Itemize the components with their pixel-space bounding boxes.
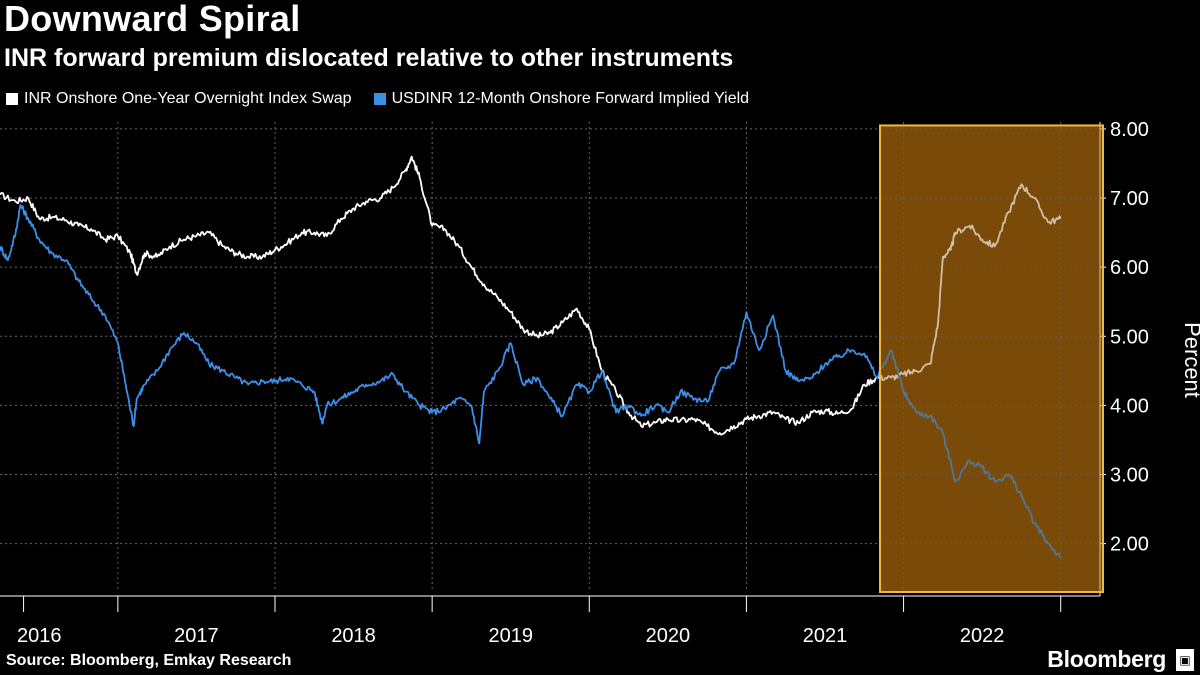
legend-swatch-ois — [6, 93, 18, 105]
x-tick-label: 2017 — [174, 625, 219, 647]
x-tick-label: 2021 — [803, 625, 848, 647]
legend-swatch-forward-yield — [373, 93, 386, 105]
y-tick-label: 8.00 — [1110, 119, 1149, 141]
x-tick-label: 2022 — [960, 625, 1005, 647]
legend: INR Onshore One-Year Overnight Index Swa… — [6, 90, 749, 108]
x-tick-label: 2016 — [17, 625, 62, 647]
y-tick-label: 6.00 — [1110, 257, 1149, 279]
x-tick-label: 2019 — [488, 625, 533, 647]
x-tick-label: 2020 — [646, 625, 691, 647]
brand-logo: Bloomberg — [1047, 646, 1166, 672]
y-tick-label: 4.00 — [1110, 395, 1149, 417]
chart-subtitle: INR forward premium dislocated relative … — [4, 44, 734, 72]
source-note: Source: Bloomberg, Emkay Research — [6, 652, 292, 669]
highlight-region — [880, 125, 1103, 593]
brand-mark-icon: ▣ — [1176, 649, 1194, 671]
y-tick-label: 3.00 — [1110, 465, 1149, 487]
highlight-border — [879, 124, 1104, 594]
y-axis-title: Percent — [1180, 322, 1200, 398]
y-tick-label: 7.00 — [1110, 188, 1149, 210]
legend-item-ois: INR Onshore One-Year Overnight Index Swa… — [6, 90, 352, 108]
legend-label-ois: INR Onshore One-Year Overnight Index Swa… — [24, 90, 352, 107]
highlight-tint — [880, 125, 1103, 593]
series-line-ois — [0, 155, 1062, 436]
chart-title: Downward Spiral — [4, 0, 301, 39]
y-tick-label: 5.00 — [1110, 326, 1149, 348]
y-tick-label: 2.00 — [1110, 534, 1149, 556]
x-tick-label: 2018 — [331, 625, 376, 647]
legend-label-forward-yield: USDINR 12-Month Onshore Forward Implied … — [391, 90, 750, 107]
legend-item-forward-yield: USDINR 12-Month Onshore Forward Implied … — [373, 90, 750, 108]
series-line-forward-yield — [0, 203, 1062, 559]
